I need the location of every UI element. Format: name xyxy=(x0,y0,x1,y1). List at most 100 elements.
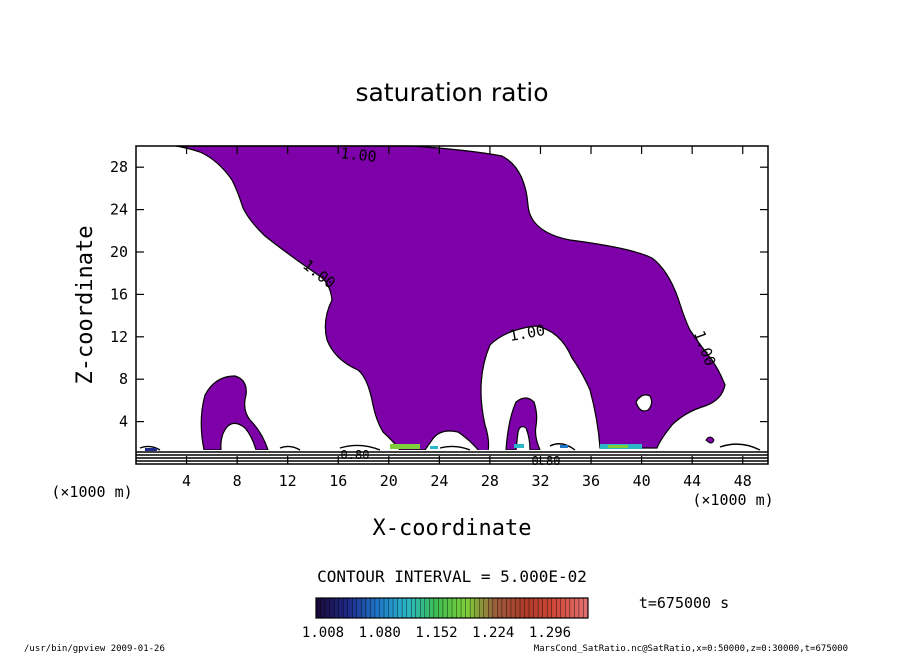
colorbar-label: 1.296 xyxy=(529,625,571,641)
colorbar-segment xyxy=(506,598,512,618)
x-tick-label: 48 xyxy=(734,472,752,490)
colorbar-segment xyxy=(542,598,548,618)
colorbar-segment xyxy=(560,598,566,618)
colorbar-segment xyxy=(361,598,367,618)
colorbar-segment xyxy=(461,598,467,618)
colorbar-segment xyxy=(529,598,535,618)
colorbar-segment xyxy=(384,598,390,618)
x-tick-label: 4 xyxy=(182,472,191,490)
y-tick-label: 24 xyxy=(110,201,128,219)
colorbar-segment xyxy=(370,598,376,618)
y-tick-label: 12 xyxy=(110,328,128,346)
colorbar-frame xyxy=(315,597,589,619)
colorbar-segment xyxy=(515,598,521,618)
colorbar-segment xyxy=(524,598,530,618)
plot-frame xyxy=(135,145,769,465)
colorbar-segment xyxy=(329,598,335,618)
colorbar-segment xyxy=(510,598,516,618)
x-tick-label: 28 xyxy=(481,472,499,490)
colorbar-segment xyxy=(352,598,358,618)
y-axis-label: Z-coordinate xyxy=(73,226,98,385)
colorbar-segment xyxy=(415,598,421,618)
colorbar-segment xyxy=(356,598,362,618)
y-tick-label: 28 xyxy=(110,158,128,176)
colorbar-segment xyxy=(538,598,544,618)
colorbar-segment xyxy=(551,598,557,618)
colorbar-segment xyxy=(411,598,417,618)
colorbar-segment xyxy=(452,598,458,618)
colorbar-segment xyxy=(520,598,526,618)
contour-label: 0.80 xyxy=(532,454,561,468)
colorbar-segment xyxy=(547,598,553,618)
colorbar-segment xyxy=(316,598,322,618)
colorbar-segment xyxy=(433,598,439,618)
colorbar-segment xyxy=(343,598,349,618)
colorbar-segment xyxy=(334,598,340,618)
colorbar-label: 1.224 xyxy=(472,625,514,641)
colorbar-segment xyxy=(583,598,589,618)
x-tick-label: 32 xyxy=(531,472,549,490)
colorbar-segment xyxy=(420,598,426,618)
y-tick-label: 8 xyxy=(119,370,128,388)
chart-title: saturation ratio xyxy=(355,78,548,107)
colorbar-segment xyxy=(565,598,571,618)
colorbar-segment xyxy=(338,598,344,618)
x-tick-label: 8 xyxy=(233,472,242,490)
plot-area: 1.00 1.00 1.00 1.00 0.80 0.80 xyxy=(135,144,769,468)
x-tick-label: 20 xyxy=(380,472,398,490)
colorbar-segment xyxy=(442,598,448,618)
colorbar-segment xyxy=(465,598,471,618)
colorbar-segment xyxy=(479,598,485,618)
colorbar-segment xyxy=(325,598,331,618)
time-label: t=675000 s xyxy=(639,594,729,612)
contour-label: 1.00 xyxy=(508,321,547,345)
colorbar-segment xyxy=(393,598,399,618)
footer-right: MarsCond_SatRatio.nc@SatRatio,x=0:50000,… xyxy=(534,644,848,654)
y-tick-label: 20 xyxy=(110,243,128,261)
surface-color-spots xyxy=(145,444,642,451)
colorbar-segment xyxy=(402,598,408,618)
x-tick-label: 16 xyxy=(329,472,347,490)
contour-interval: CONTOUR INTERVAL = 5.000E-02 xyxy=(317,567,587,586)
colorbar xyxy=(315,597,589,619)
colorbar-segment xyxy=(488,598,494,618)
colorbar-segment xyxy=(556,598,562,618)
colorbar-segment xyxy=(429,598,435,618)
colorbar-segment xyxy=(474,598,480,618)
colorbar-segment xyxy=(379,598,385,618)
surface-contours xyxy=(136,443,768,462)
region-hole xyxy=(635,394,653,412)
colorbar-segment xyxy=(406,598,412,618)
colorbar-segment xyxy=(320,598,326,618)
colorbar-segment xyxy=(483,598,489,618)
colorbar-segment xyxy=(456,598,462,618)
colorbar-label: 1.080 xyxy=(359,625,401,641)
colorbar-segment xyxy=(388,598,394,618)
colorbar-segment xyxy=(569,598,575,618)
colorbar-segment xyxy=(374,598,380,618)
contour-label: 1.00 xyxy=(340,144,378,166)
colorbar-labels: 1.008 1.080 1.152 1.224 1.296 xyxy=(302,625,571,641)
x-tick-label: 40 xyxy=(633,472,651,490)
contour-label: 0.80 xyxy=(341,448,370,462)
colorbar-segment xyxy=(501,598,507,618)
colorbar-segment xyxy=(424,598,430,618)
x-axis-unit-right: (×1000 m) xyxy=(692,491,773,509)
colorbar-segment xyxy=(470,598,476,618)
y-tick-label: 16 xyxy=(110,285,128,303)
colorbar-label: 1.008 xyxy=(302,625,344,641)
x-axis-ticks: 4 8 12 16 20 24 28 32 36 40 44 48 xyxy=(182,146,752,490)
colorbar-segment xyxy=(574,598,580,618)
supersaturated-region-left-arch xyxy=(200,375,269,451)
colorbar-segment xyxy=(578,598,584,618)
x-tick-label: 36 xyxy=(582,472,600,490)
supersaturated-region-main xyxy=(175,145,726,453)
colorbar-segment xyxy=(365,598,371,618)
supersaturated-region-mid-arch xyxy=(505,397,541,451)
colorbar-segment xyxy=(347,598,353,618)
colorbar-segment xyxy=(447,598,453,618)
x-axis-unit-left: (×1000 m) xyxy=(51,483,132,501)
colorbar-segment xyxy=(533,598,539,618)
footer-left: /usr/bin/gpview 2009-01-26 xyxy=(24,644,165,654)
y-axis-ticks: 4 8 12 16 20 24 28 xyxy=(110,158,768,431)
